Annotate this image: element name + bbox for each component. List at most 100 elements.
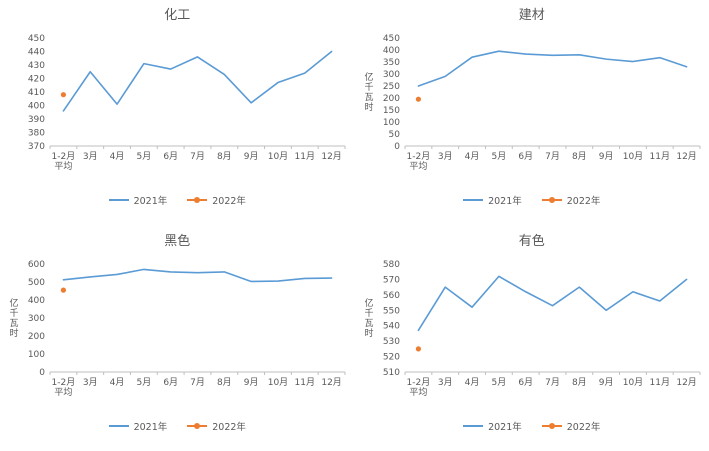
svg-text:0: 0 <box>394 142 400 152</box>
svg-text:100: 100 <box>28 350 45 360</box>
svg-text:420: 420 <box>28 75 45 85</box>
svg-text:4月: 4月 <box>464 377 479 388</box>
legend-item-2021: 2021年 <box>463 193 522 207</box>
svg-text:350: 350 <box>382 58 399 68</box>
svg-text:9月: 9月 <box>598 377 613 388</box>
legend-label: 2021年 <box>133 196 168 207</box>
svg-text:1-2月: 1-2月 <box>52 377 76 388</box>
svg-text:570: 570 <box>382 275 399 285</box>
svg-text:400: 400 <box>28 102 45 112</box>
chart-title: 建材 <box>518 8 545 23</box>
svg-text:510: 510 <box>382 368 399 378</box>
svg-text:10月: 10月 <box>622 377 642 388</box>
chart-legend: 2021年 2022年 <box>355 193 709 207</box>
svg-text:瓦: 瓦 <box>364 92 373 103</box>
dot-series-marker-icon <box>541 422 562 429</box>
svg-text:600: 600 <box>28 260 45 270</box>
svg-text:1-2月: 1-2月 <box>406 377 430 388</box>
svg-text:5月: 5月 <box>491 151 506 162</box>
svg-text:10月: 10月 <box>268 377 288 388</box>
legend-label: 2021年 <box>488 196 522 207</box>
svg-text:440: 440 <box>28 48 45 58</box>
svg-text:200: 200 <box>28 332 45 342</box>
svg-text:11月: 11月 <box>649 377 669 388</box>
svg-text:6月: 6月 <box>163 151 178 162</box>
chart-legend: 2021年 2022年 <box>355 419 709 433</box>
svg-text:200: 200 <box>382 94 399 104</box>
svg-text:450: 450 <box>382 34 399 44</box>
svg-text:3月: 3月 <box>437 377 452 388</box>
legend-item-2021: 2021年 <box>463 419 522 433</box>
chart-chemicals: 化工 370 380 390 400 410 420 430 440 450 1-2月 平均 3月 4月… <box>0 0 355 226</box>
svg-text:9月: 9月 <box>244 377 259 388</box>
chart-title: 化工 <box>164 8 191 23</box>
svg-text:8月: 8月 <box>571 377 586 388</box>
legend-label: 2021年 <box>133 421 168 433</box>
chart-legend: 2021年 2022年 <box>0 419 355 433</box>
svg-text:12月: 12月 <box>321 377 341 388</box>
svg-text:1-2月: 1-2月 <box>52 151 76 162</box>
svg-text:250: 250 <box>382 82 399 92</box>
svg-text:8月: 8月 <box>217 151 232 162</box>
svg-text:10月: 10月 <box>268 151 288 162</box>
svg-text:400: 400 <box>28 296 45 306</box>
svg-text:390: 390 <box>28 115 45 125</box>
svg-text:10月: 10月 <box>622 151 642 162</box>
chart-legend: 2021年 2022年 <box>0 193 355 207</box>
svg-text:千: 千 <box>9 308 18 319</box>
svg-text:50: 50 <box>388 130 400 140</box>
legend-label: 2022年 <box>212 196 246 207</box>
svg-text:8月: 8月 <box>571 151 586 162</box>
chart-title: 有色 <box>518 233 545 249</box>
svg-text:12月: 12月 <box>676 377 696 388</box>
svg-text:580: 580 <box>382 260 399 270</box>
svg-text:亿: 亿 <box>364 71 373 83</box>
dot-series-marker-icon <box>187 197 208 203</box>
svg-text:亿: 亿 <box>364 297 373 309</box>
svg-text:12月: 12月 <box>321 151 341 162</box>
svg-text:530: 530 <box>382 337 399 347</box>
legend-item-2022: 2022年 <box>541 193 601 207</box>
svg-text:平均: 平均 <box>409 160 427 172</box>
svg-text:3月: 3月 <box>437 151 452 162</box>
svg-text:300: 300 <box>28 314 45 324</box>
dot-series-marker-icon <box>187 422 208 429</box>
svg-text:亿: 亿 <box>9 297 18 309</box>
svg-text:540: 540 <box>382 321 399 331</box>
svg-text:11月: 11月 <box>649 151 669 162</box>
line-series-marker-icon <box>463 424 484 427</box>
legend-label: 2022年 <box>566 421 601 433</box>
svg-text:平均: 平均 <box>54 160 72 172</box>
legend-label: 2022年 <box>566 196 601 207</box>
svg-text:平均: 平均 <box>54 386 72 398</box>
chart-ferrous-metals: 黑色 0 100 200 300 400 500 600 亿千瓦时 1-2月 平均 3月 4月 5月 6月… <box>0 226 355 451</box>
svg-text:300: 300 <box>382 70 399 80</box>
line-series-marker-icon <box>108 424 129 427</box>
svg-text:560: 560 <box>382 290 399 300</box>
chart-title: 黑色 <box>164 233 191 249</box>
svg-text:6月: 6月 <box>163 377 178 388</box>
svg-text:4月: 4月 <box>110 377 125 388</box>
svg-text:550: 550 <box>382 306 399 316</box>
legend-item-2021: 2021年 <box>108 193 168 207</box>
svg-text:450: 450 <box>28 34 45 44</box>
svg-text:8月: 8月 <box>217 377 232 388</box>
svg-text:9月: 9月 <box>598 151 613 162</box>
svg-text:千: 千 <box>364 308 373 319</box>
svg-text:7月: 7月 <box>545 151 560 162</box>
svg-text:瓦: 瓦 <box>364 318 373 329</box>
svg-text:3月: 3月 <box>83 377 98 388</box>
svg-text:11月: 11月 <box>295 377 315 388</box>
svg-text:410: 410 <box>28 88 45 98</box>
legend-label: 2021年 <box>488 421 522 433</box>
svg-text:千: 千 <box>364 82 373 93</box>
line-series-marker-icon <box>108 199 129 201</box>
svg-text:6月: 6月 <box>518 151 533 162</box>
svg-text:370: 370 <box>28 142 45 152</box>
svg-text:4月: 4月 <box>464 151 479 162</box>
chart-nonferrous-metals: 有色 510 520 530 540 550 560 570 580 亿千瓦时 1-2月 平均 3月 4… <box>355 226 709 451</box>
svg-text:5月: 5月 <box>136 151 151 162</box>
